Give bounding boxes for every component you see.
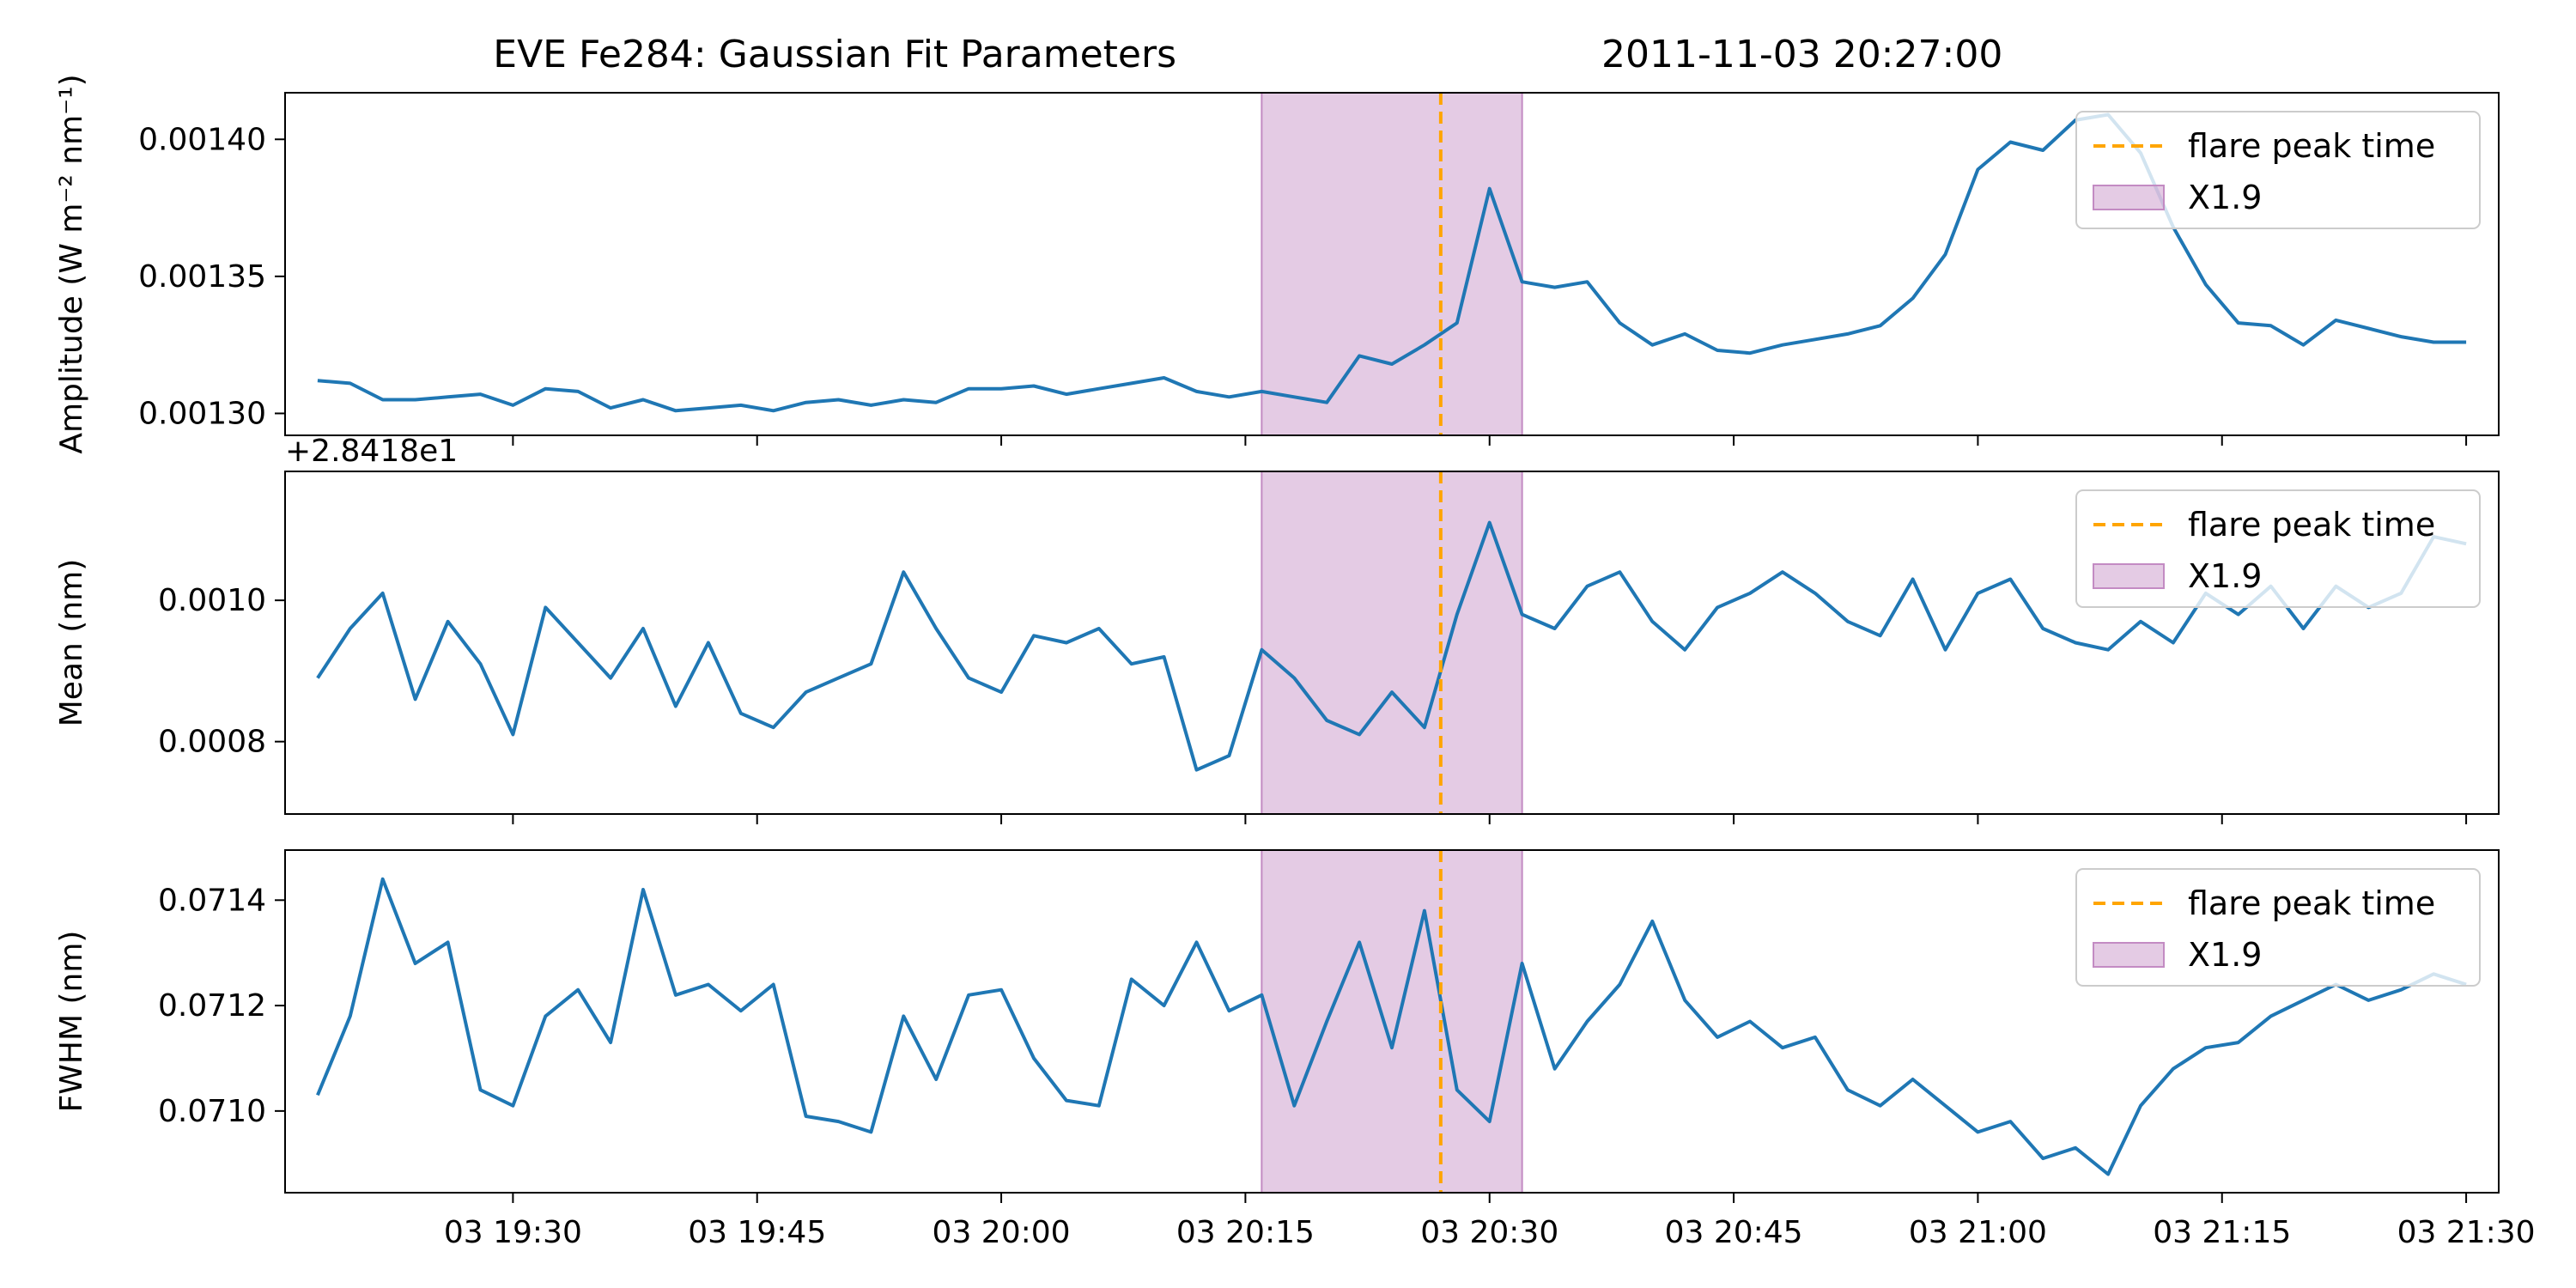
legend-label: flare peak time: [2188, 506, 2435, 544]
y-tick-label: 0.0714: [158, 883, 266, 918]
panel-3: 0.0710 0.0712 0.0714 FWHM (nm) 03 19:30 03 19…: [54, 849, 2536, 1250]
y-tick-label: 0.00140: [138, 122, 266, 157]
y-tick-label: 0.00130: [138, 396, 266, 431]
legend-label: X1.9: [2188, 936, 2262, 974]
y-tick-label: 0.0008: [158, 725, 266, 760]
series-line: [316, 520, 2467, 772]
flare-span: [1261, 849, 1523, 1194]
y-axis-label: FWHM (nm): [54, 931, 89, 1113]
y-tick-label: 0.0712: [158, 988, 266, 1024]
series-line: [316, 877, 2467, 1176]
legend-span-swatch: [2093, 563, 2165, 589]
x-tick-label: 03 19:45: [688, 1215, 826, 1250]
legend-box: [2075, 868, 2481, 987]
y-axis-label: Amplitude (W m⁻² nm⁻¹): [54, 74, 89, 453]
y-tick-label: 0.0010: [158, 583, 266, 618]
legend-label: X1.9: [2188, 557, 2262, 595]
x-tick-label: 03 21:00: [1909, 1215, 2047, 1250]
legend: flare peak time X1.9: [2075, 868, 2481, 987]
y-tick-label: 0.0710: [158, 1094, 266, 1129]
flare-span: [1261, 92, 1523, 436]
y-tick-label: 0.00135: [138, 259, 266, 295]
x-tick-label: 03 21:15: [2153, 1215, 2291, 1250]
x-tick-label: 03 21:30: [2397, 1215, 2536, 1250]
legend-label: flare peak time: [2188, 884, 2435, 922]
chart-timestamp: 2011-11-03 20:27:00: [1601, 33, 2002, 76]
x-tick-label: 03 20:15: [1176, 1215, 1315, 1250]
legend-span-swatch: [2093, 185, 2165, 210]
legend: flare peak time X1.9: [2075, 111, 2481, 229]
y-axis-label: Mean (nm): [54, 559, 89, 727]
x-tick-label: 03 20:00: [933, 1215, 1071, 1250]
legend: flare peak time X1.9: [2075, 489, 2481, 608]
axes-frame: [284, 849, 2500, 1194]
panel-2: 0.0008 0.0010 Mean (nm) +2.8418e1 flare peak…: [54, 434, 2500, 824]
legend-label: X1.9: [2188, 179, 2262, 216]
chart-title: EVE Fe284: Gaussian Fit Parameters: [493, 33, 1176, 76]
legend-label: flare peak time: [2188, 127, 2435, 165]
legend-span-swatch: [2093, 942, 2165, 968]
x-tick-label: 03 19:30: [444, 1215, 582, 1250]
figure-title: EVE Fe284: Gaussian Fit Parameters 2011-…: [493, 33, 2002, 76]
x-tick-label: 03 20:45: [1665, 1215, 1803, 1250]
x-tick-label: 03 20:30: [1420, 1215, 1558, 1250]
flare-span: [1261, 471, 1523, 815]
axes-frame: [284, 92, 2500, 436]
panel-1: 0.00130 0.00135 0.00140 Amplitude (W m⁻² nm…: [54, 74, 2500, 454]
legend-box: [2075, 489, 2481, 608]
y-offset-label: +2.8418e1: [285, 434, 458, 469]
legend-box: [2075, 111, 2481, 229]
axes-frame: [284, 471, 2500, 815]
panels: 0.00130 0.00135 0.00140 Amplitude (W m⁻² nm…: [54, 74, 2536, 1250]
